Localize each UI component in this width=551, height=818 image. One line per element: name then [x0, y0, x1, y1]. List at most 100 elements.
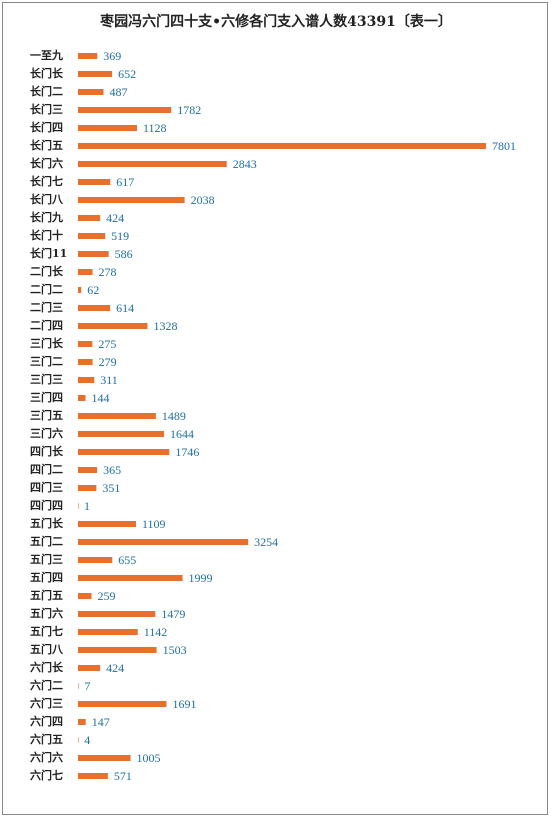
bar	[78, 305, 111, 311]
value-label: 278	[99, 265, 117, 279]
value-label: 1489	[162, 409, 186, 423]
category-label: 三门四	[30, 390, 63, 404]
value-label: 1999	[189, 571, 213, 585]
bar	[78, 755, 131, 761]
category-label: 长门二	[30, 84, 63, 98]
value-label: 519	[111, 229, 129, 243]
value-label: 1503	[163, 643, 187, 657]
bar	[78, 593, 92, 599]
category-label: 六门三	[30, 696, 63, 710]
value-label: 369	[103, 49, 121, 63]
value-label: 614	[116, 301, 134, 315]
value-label: 487	[109, 85, 127, 99]
value-label: 259	[98, 589, 116, 603]
bar	[78, 557, 113, 563]
bar	[78, 179, 111, 185]
bar	[78, 143, 486, 149]
category-label: 二门四	[30, 318, 63, 332]
value-label: 1746	[175, 445, 199, 459]
bar	[78, 737, 79, 743]
value-label: 586	[115, 247, 133, 261]
category-label: 长门五	[30, 138, 63, 152]
value-label: 652	[118, 67, 136, 81]
category-label: 四门二	[30, 462, 63, 476]
category-label: 长门九	[30, 210, 63, 224]
value-label: 62	[87, 283, 99, 297]
category-label: 长门十	[30, 228, 63, 242]
category-label: 六门二	[30, 678, 63, 692]
bar	[78, 287, 82, 293]
value-label: 275	[98, 337, 116, 351]
bar	[78, 467, 98, 473]
bar	[78, 431, 164, 437]
value-label: 279	[99, 355, 117, 369]
bar	[78, 125, 137, 131]
value-label: 144	[92, 391, 110, 405]
value-label: 424	[106, 211, 124, 225]
value-label: 4	[84, 733, 90, 747]
category-label: 二门长	[30, 264, 64, 278]
category-label: 二门二	[30, 282, 63, 296]
value-label: 571	[114, 769, 132, 783]
category-label: 五门二	[30, 534, 63, 548]
value-label: 617	[116, 175, 134, 189]
bar	[78, 71, 113, 77]
bar	[78, 251, 109, 257]
category-label: 六门五	[30, 732, 63, 746]
value-label: 7801	[492, 139, 516, 153]
bar	[78, 341, 93, 347]
bar	[78, 53, 98, 59]
category-label: 长门长	[30, 66, 64, 80]
category-label: 二门三	[30, 300, 63, 314]
category-label: 三门五	[30, 408, 63, 422]
bar	[78, 377, 95, 383]
bar	[78, 215, 101, 221]
category-label: 六门七	[30, 768, 63, 782]
bar	[78, 89, 104, 95]
bar	[78, 719, 86, 725]
bar	[78, 647, 157, 653]
bar	[78, 575, 183, 581]
bar	[78, 539, 249, 545]
value-label: 147	[92, 715, 110, 729]
bar	[78, 359, 93, 365]
category-label: 五门五	[30, 588, 63, 602]
value-label: 351	[102, 481, 120, 495]
category-label: 五门三	[30, 552, 63, 566]
bar	[78, 683, 79, 689]
category-label: 四门四	[30, 498, 63, 512]
category-label: 四门三	[30, 480, 63, 494]
bar	[78, 323, 148, 329]
value-label: 1691	[172, 697, 196, 711]
bar	[78, 233, 106, 239]
category-label: 长门11	[30, 246, 67, 260]
value-label: 2038	[191, 193, 215, 207]
value-label: 1005	[137, 751, 161, 765]
value-label: 1109	[142, 517, 166, 531]
value-label: 1644	[170, 427, 194, 441]
bar	[78, 701, 167, 707]
category-label: 四门长	[30, 444, 64, 458]
value-label: 655	[118, 553, 136, 567]
category-label: 五门四	[30, 570, 63, 584]
category-label: 长门六	[30, 156, 63, 170]
bar	[78, 485, 97, 491]
bar	[78, 395, 86, 401]
bar	[78, 773, 108, 779]
value-label: 424	[106, 661, 124, 675]
category-label: 五门七	[30, 624, 63, 638]
value-label: 365	[103, 463, 121, 477]
category-label: 五门长	[30, 516, 64, 530]
category-label: 五门六	[30, 606, 63, 620]
category-label: 长门三	[30, 102, 63, 116]
category-label: 五门八	[30, 642, 64, 656]
category-label: 一至九	[30, 48, 63, 62]
bar	[78, 107, 172, 113]
bar	[78, 197, 185, 203]
category-label: 长门七	[30, 174, 63, 188]
category-label: 三门六	[30, 426, 63, 440]
bar	[78, 269, 93, 275]
